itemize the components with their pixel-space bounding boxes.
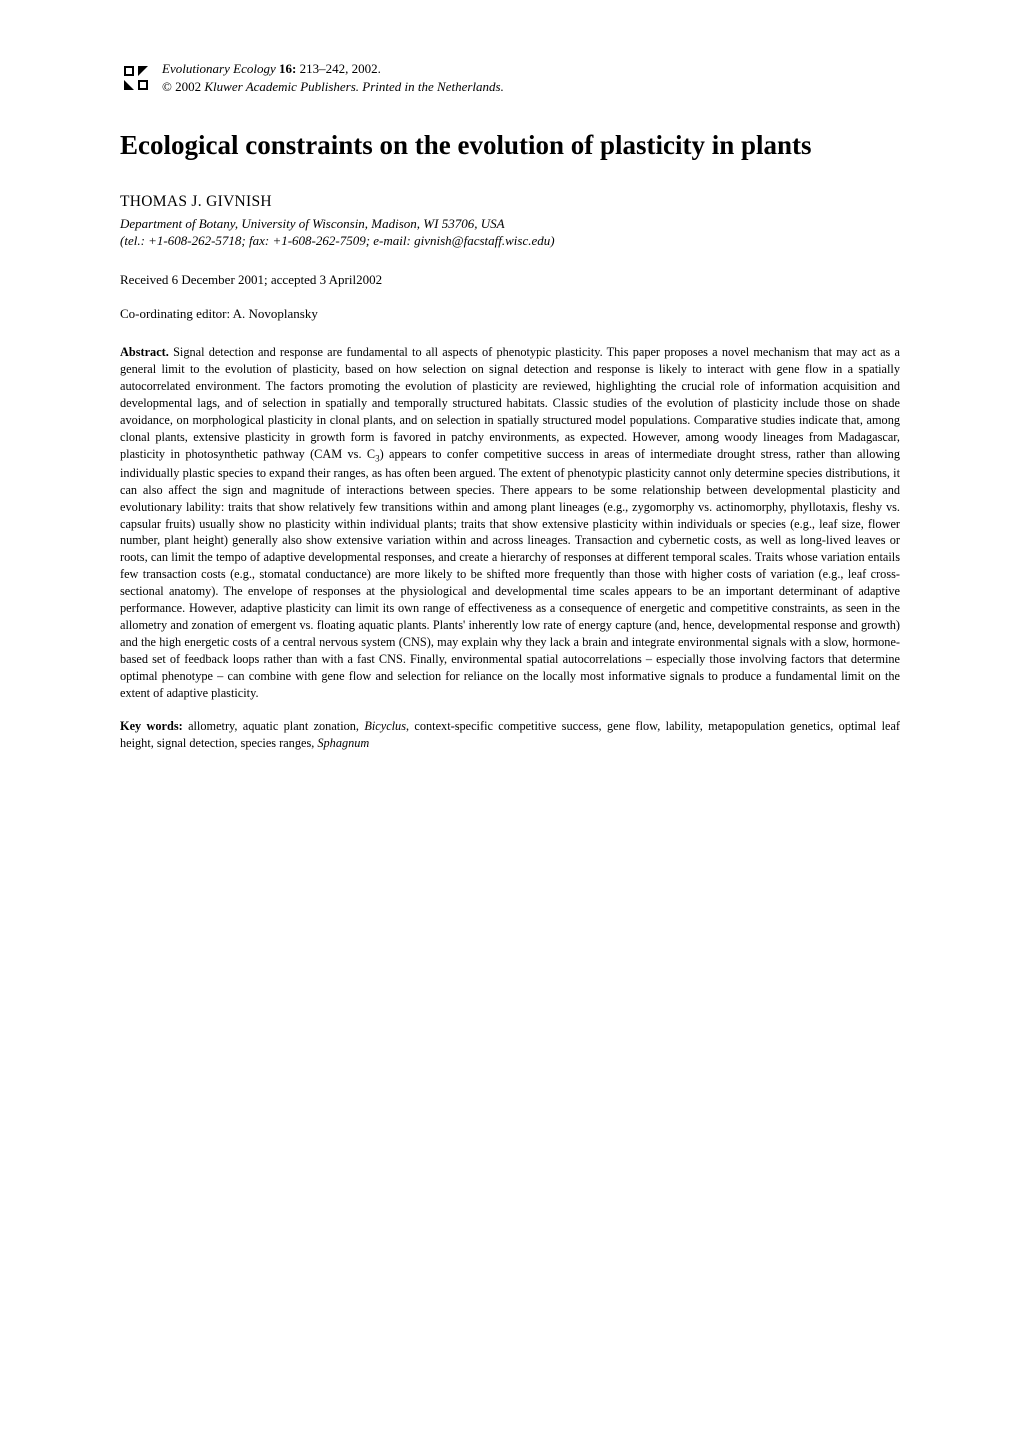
abstract-block: Abstract. Signal detection and response …	[120, 344, 900, 702]
journal-pages: 213–242, 2002.	[300, 61, 381, 76]
abstract-text-1: Signal detection and response are fundam…	[120, 345, 900, 461]
publisher-name: Kluwer Academic Publishers. Printed in t…	[204, 79, 503, 94]
author-affiliation: Department of Botany, University of Wisc…	[120, 215, 900, 250]
journal-volume: 16:	[279, 61, 296, 76]
publisher-logo-icon	[120, 62, 152, 94]
abstract-label: Abstract.	[120, 345, 169, 359]
affiliation-contact: (tel.: +1-608-262-5718; fax: +1-608-262-…	[120, 232, 900, 250]
keywords-italic-2: Sphagnum	[317, 736, 369, 750]
article-title: Ecological constraints on the evolution …	[120, 129, 900, 163]
abstract-text-2: ) appears to confer competitive success …	[120, 447, 900, 700]
keywords-block: Key words: allometry, aquatic plant zona…	[120, 718, 900, 752]
affiliation-dept: Department of Botany, University of Wisc…	[120, 215, 900, 233]
author-name: THOMAS J. GIVNISH	[120, 193, 900, 211]
received-date: Received 6 December 2001; accepted 3 Apr…	[120, 272, 900, 288]
keywords-text-1: allometry, aquatic plant zonation,	[188, 719, 364, 733]
coordinating-editor: Co-ordinating editor: A. Novoplansky	[120, 306, 900, 322]
journal-name: Evolutionary Ecology	[162, 61, 276, 76]
journal-header: Evolutionary Ecology 16: 213–242, 2002. …	[120, 60, 900, 95]
keywords-label: Key words:	[120, 719, 183, 733]
keywords-italic-1: Bicyclus	[364, 719, 406, 733]
copyright-symbol: © 2002	[162, 79, 201, 94]
journal-info: Evolutionary Ecology 16: 213–242, 2002. …	[162, 60, 504, 95]
